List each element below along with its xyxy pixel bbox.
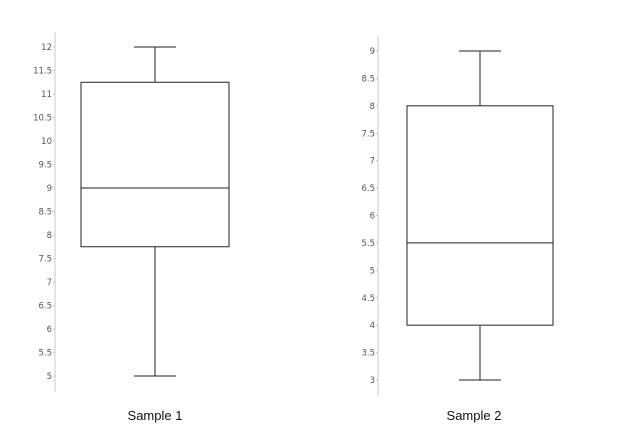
sample-1-tick-label: 6 (47, 325, 52, 335)
sample-1-tick-label: 6.5 (38, 302, 52, 312)
sample-1-tick-label: 11.5 (33, 67, 52, 77)
sample-2-tick-label: 8 (370, 102, 375, 112)
sample-1-tick-label: 7.5 (38, 255, 52, 265)
sample-1-box (80, 81, 230, 248)
sample-2-tick-label: 3 (370, 376, 375, 386)
sample-2-tick-label: 7.5 (361, 129, 375, 139)
sample-1-tick-label: 11 (41, 90, 52, 100)
sample-1-tick-label: 8.5 (38, 208, 52, 218)
sample-1-label: Sample 1 (127, 408, 183, 423)
sample-2-tick-label: 8.5 (361, 74, 375, 84)
sample-2-tick-label: 4.5 (361, 294, 375, 304)
sample-2-box (406, 105, 554, 326)
sample-1-tick-label: 9 (47, 184, 52, 194)
sample-1-tick-label: 10.5 (33, 114, 52, 124)
sample-2-tick-label: 3.5 (361, 349, 375, 359)
sample-1-tick-label: 7 (47, 278, 52, 288)
sample-2-tick-label: 7 (370, 157, 375, 167)
sample-1-tick-label: 5 (47, 372, 52, 382)
sample-1-tick-label: 5.5 (38, 349, 52, 359)
sample-2-tick-label: 4 (370, 321, 375, 331)
sample-2-tick-label: 6.5 (361, 184, 375, 194)
sample-1-tick-label: 8 (47, 231, 52, 241)
sample-1-tick-label: 12 (41, 43, 52, 53)
sample-1-tick-label: 10 (41, 137, 52, 147)
sample-2-tick-label: 9 (370, 47, 375, 57)
sample-1-tick-label: 9.5 (38, 161, 52, 171)
sample-2-tick-label: 5 (370, 266, 375, 276)
sample-2-label: Sample 2 (446, 408, 502, 423)
sample-2-tick-label: 5.5 (361, 239, 375, 249)
sample-2-tick-label: 6 (370, 212, 375, 222)
